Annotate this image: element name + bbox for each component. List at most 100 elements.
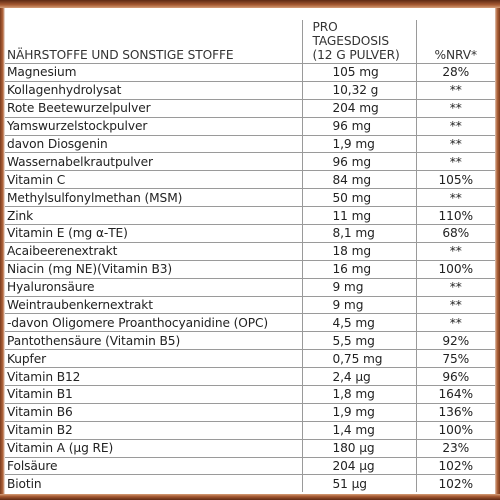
table-row: Vitamin B12 2,4 µg 96% — [5, 367, 495, 387]
nutrient-name-cell: Weintraubenkernextrakt — [5, 296, 302, 315]
nrv-cell: 102% — [415, 474, 495, 493]
nutrient-name-cell: Kollagenhydrolysat — [5, 81, 302, 100]
nutrient-name-cell: Acaibeerenextrakt — [5, 242, 302, 261]
top-border-band — [0, 0, 500, 8]
nrv-cell: ** — [415, 81, 495, 100]
table-row: Yamswurzelstockpulver 96 mg ** — [5, 117, 495, 136]
nutrient-name-cell: -davon Oligomere Proanthocyanidine (OPC) — [5, 313, 302, 333]
nrv-cell: 100% — [415, 421, 495, 440]
table-row: Vitamin A (µg RE) 180 µg 23% — [5, 439, 495, 458]
nutrient-name-cell: Folsäure — [5, 457, 302, 476]
nutrient-name-cell: Vitamin B2 — [5, 421, 302, 440]
table-row: Vitamin C 84 mg 105% — [5, 170, 495, 190]
amount-cell: 96 mg — [301, 117, 416, 136]
nutrient-name-cell: Vitamin B12 — [5, 367, 302, 387]
nrv-cell: 100% — [415, 260, 495, 279]
nutrient-name-cell: Vitamin E (mg α-TE) — [5, 224, 302, 243]
table-row: Kollagenhydrolysat 10,32 g ** — [5, 81, 495, 100]
amount-cell: 204 mg — [301, 99, 416, 118]
table-row: Vitamin B6 1,9 mg 136% — [5, 403, 495, 422]
amount-cell: 8,1 mg — [301, 224, 416, 243]
table-row: Vitamin E (mg α-TE) 8,1 mg 68% — [5, 224, 495, 243]
nutrient-name-cell: Niacin (mg NE)(Vitamin B3) — [5, 260, 302, 279]
nrv-cell: 23% — [415, 439, 495, 458]
table-row: Magnesium 105 mg 28% — [5, 63, 495, 82]
amount-cell: 0,75 mg — [301, 349, 416, 369]
nrv-cell: 75% — [415, 349, 495, 369]
table-row: Kupfer 0,75 mg 75% — [5, 349, 495, 369]
nrv-cell: ** — [415, 278, 495, 297]
nutrient-name-cell: Wassernabelkrautpulver — [5, 152, 302, 172]
table-row: Hyaluronsäure 9 mg ** — [5, 278, 495, 297]
nutrient-name-cell: Kupfer — [5, 349, 302, 369]
nutrient-name-cell: davon Diosgenin — [5, 135, 302, 154]
nrv-cell: 110% — [415, 206, 495, 226]
nutrition-table: Nährstoffe und sonstige Stoffe Pro Tages… — [5, 20, 495, 493]
nrv-cell: ** — [415, 296, 495, 315]
amount-cell: 180 µg — [301, 439, 416, 458]
nutrient-name-cell: Vitamin A (µg RE) — [5, 439, 302, 458]
table-row: Weintraubenkernextrakt 9 mg ** — [5, 296, 495, 315]
nutrient-name-cell: Pantothensäure (Vitamin B5) — [5, 331, 302, 351]
nrv-cell: 105% — [415, 170, 495, 190]
nrv-cell: 92% — [415, 331, 495, 351]
nutrient-name-cell: Zink — [5, 206, 302, 226]
table-row: Niacin (mg NE)(Vitamin B3) 16 mg 100% — [5, 260, 495, 279]
nutrient-name-cell: Yamswurzelstockpulver — [5, 117, 302, 136]
amount-cell: 50 mg — [301, 188, 416, 208]
nrv-cell: ** — [415, 188, 495, 208]
table-row: Vitamin B1 1,8 mg 164% — [5, 385, 495, 404]
amount-cell: 1,4 mg — [301, 421, 416, 440]
header-daily-dose: Pro Tagesdosis (12 g Pulver) — [301, 20, 416, 64]
table-row: Biotin 51 µg 102% — [5, 474, 495, 493]
amount-cell: 105 mg — [301, 63, 416, 82]
table-header: Nährstoffe und sonstige Stoffe Pro Tages… — [5, 20, 495, 64]
amount-cell: 10,32 g — [301, 81, 416, 100]
nrv-cell: 68% — [415, 224, 495, 243]
table-row: davon Diosgenin 1,9 mg ** — [5, 135, 495, 154]
amount-cell: 18 mg — [301, 242, 416, 261]
header-nutrients: Nährstoffe und sonstige Stoffe — [5, 20, 302, 64]
amount-cell: 96 mg — [301, 152, 416, 172]
table-row: -davon Oligomere Proanthocyanidine (OPC)… — [5, 313, 495, 333]
nrv-cell: ** — [415, 313, 495, 333]
nrv-cell: ** — [415, 152, 495, 172]
nutrient-name-cell: Biotin — [7, 476, 42, 491]
amount-cell: 204 µg — [301, 457, 416, 476]
table-row: Acaibeerenextrakt 18 mg ** — [5, 242, 495, 261]
nutrient-name-cell: Vitamin C — [5, 170, 302, 190]
amount-cell: 9 mg — [301, 296, 416, 315]
nrv-cell: ** — [415, 99, 495, 118]
nrv-cell: ** — [415, 135, 495, 154]
amount-cell: 51 µg — [301, 474, 416, 493]
table-row: Folsäure 204 µg 102% — [5, 457, 495, 476]
table-body: Magnesium 105 mg 28% Kollagenhydrolysat 10,3… — [5, 63, 495, 493]
bottom-border-band — [0, 494, 500, 500]
amount-cell: 9 mg — [301, 278, 416, 297]
nutrient-name-cell: Methylsulfonylmethan (MSM) — [5, 188, 302, 208]
amount-cell: 84 mg — [301, 170, 416, 190]
amount-cell: 1,8 mg — [301, 385, 416, 404]
nrv-cell: 164% — [415, 385, 495, 404]
amount-cell: 1,9 mg — [301, 135, 416, 154]
amount-cell: 11 mg — [301, 206, 416, 226]
nrv-cell: 96% — [415, 367, 495, 387]
amount-cell: 16 mg — [301, 260, 416, 279]
header-daily-dose-line1: Pro Tagesdosis — [312, 20, 390, 48]
table-row: Vitamin B2 1,4 mg 100% — [5, 421, 495, 440]
table-row: Rote Beetewurzelpulver 204 mg ** — [5, 99, 495, 118]
nutrient-name-cell: Vitamin B1 — [5, 385, 302, 404]
nrv-cell: ** — [415, 117, 495, 136]
table-row: Zink 11 mg 110% — [5, 206, 495, 226]
nrv-cell: 136% — [415, 403, 495, 422]
nrv-cell: 28% — [415, 63, 495, 82]
nrv-cell: ** — [415, 242, 495, 261]
nutrient-name-cell: Magnesium — [5, 63, 302, 82]
nutrient-name-cell: Hyaluronsäure — [5, 278, 302, 297]
nutrient-name-cell: Vitamin B6 — [5, 403, 302, 422]
nutrition-table-sheet: Nährstoffe und sonstige Stoffe Pro Tages… — [5, 8, 495, 494]
table-row: Methylsulfonylmethan (MSM) 50 mg ** — [5, 188, 495, 208]
nutrient-name-cell: Rote Beetewurzelpulver — [5, 99, 302, 118]
table-row: Pantothensäure (Vitamin B5) 5,5 mg 92% — [5, 331, 495, 351]
header-nrv: %NRV* — [415, 20, 495, 64]
